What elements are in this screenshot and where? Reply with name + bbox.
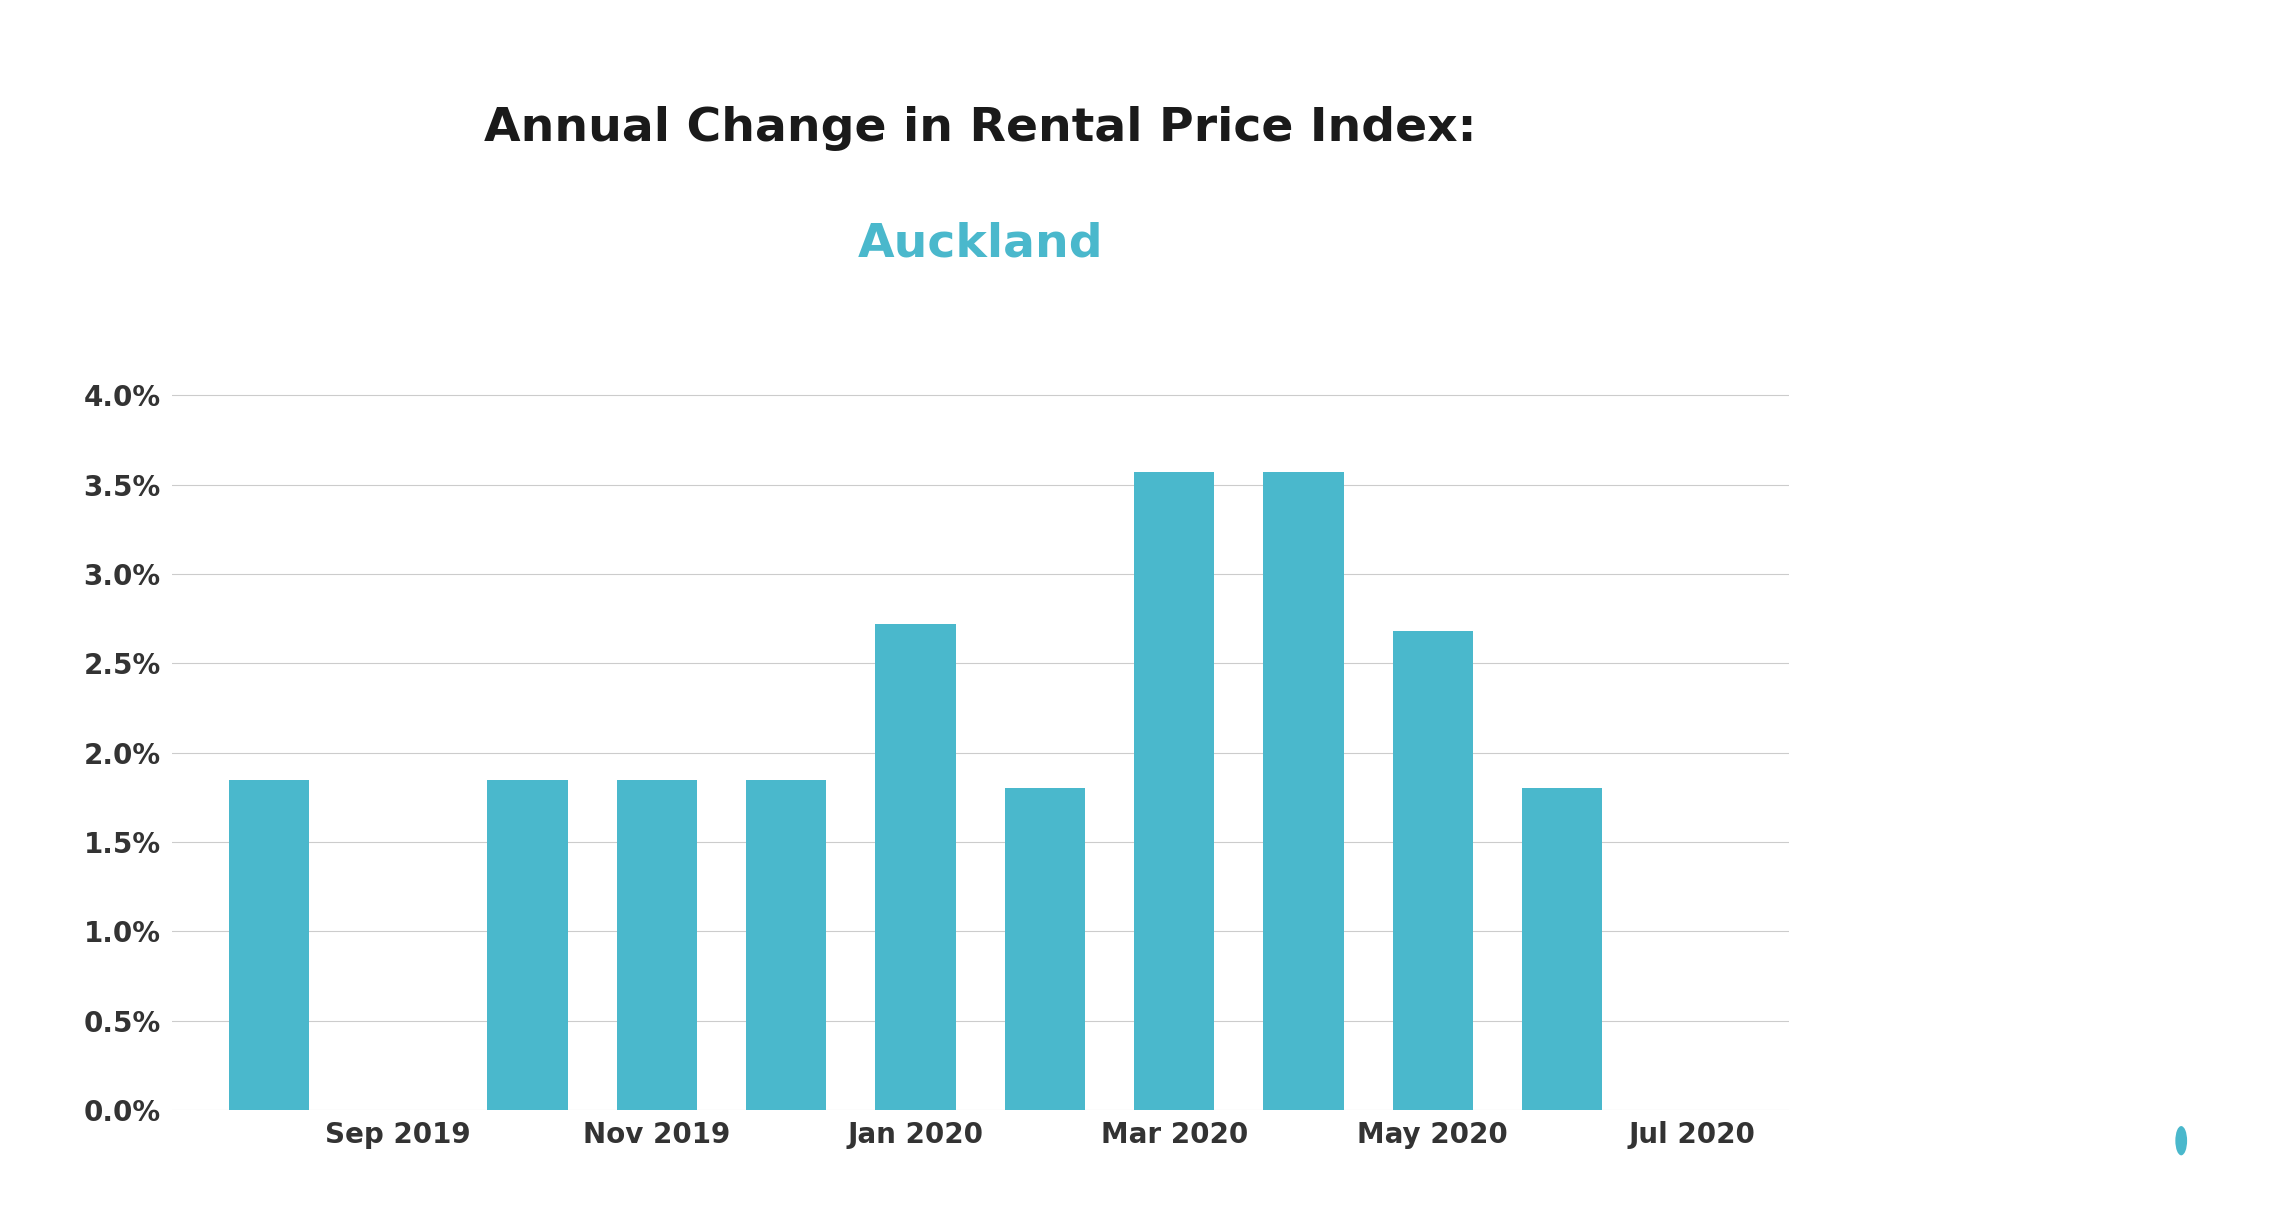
Bar <box>616 780 696 1110</box>
Text: Annual Change in Rental Price Index:: Annual Change in Rental Price Index: <box>483 106 1477 150</box>
Text: 0.0%: 0.0% <box>1921 438 2169 526</box>
Text: Auckland: Auckland <box>856 222 1104 266</box>
Bar <box>747 780 827 1110</box>
Bar <box>229 780 309 1110</box>
Polygon shape <box>2221 1116 2233 1183</box>
Bar <box>488 780 568 1110</box>
Bar <box>1523 788 1603 1110</box>
Bar <box>875 623 955 1110</box>
Bar <box>1134 472 1214 1110</box>
Text: Rental Prices
are unchanged: Rental Prices are unchanged <box>1894 112 2196 193</box>
Circle shape <box>2176 1126 2187 1155</box>
Text: trademe: trademe <box>1956 1068 2056 1092</box>
Bar <box>1005 788 1085 1110</box>
Bar <box>1264 472 1344 1110</box>
Circle shape <box>2155 1061 2226 1220</box>
Text: Compared to a
year ago: Compared to a year ago <box>1896 619 2194 699</box>
Bar <box>1392 631 1472 1110</box>
Text: property: property <box>1896 1131 2116 1175</box>
